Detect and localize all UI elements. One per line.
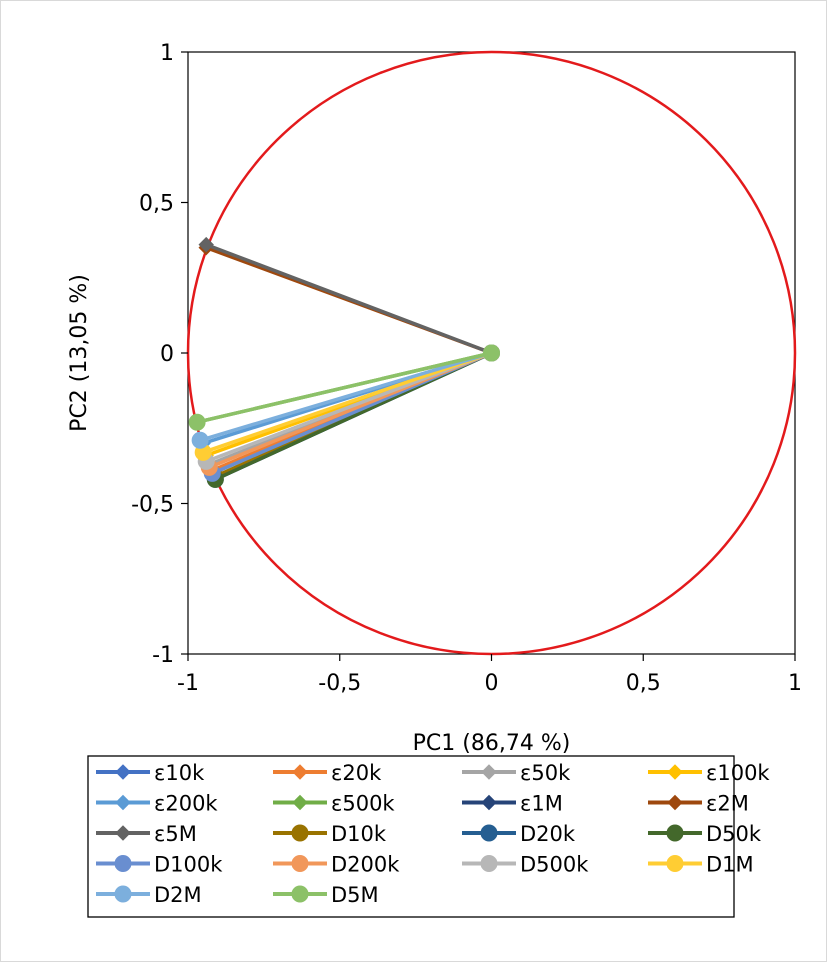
y-tick-label: 1 (160, 41, 174, 66)
x-tick-label: 1 (788, 671, 802, 696)
legend-swatch-marker (480, 855, 498, 872)
y-axis-label: PC2 (13,05 %) (67, 274, 92, 432)
legend-item: ε5M (96, 822, 197, 846)
legend-label: D100k (154, 853, 223, 877)
legend-item: ε10k (96, 761, 205, 785)
legend-swatch-marker (114, 885, 132, 903)
legend-item: D500k (462, 853, 589, 877)
legend-swatch-marker (114, 855, 132, 872)
legend-label: ε100k (706, 761, 770, 785)
x-tick-label: 0 (485, 671, 499, 696)
legend-item: D100k (96, 853, 223, 877)
legend-label: ε2M (706, 792, 749, 816)
legend-label: D500k (520, 853, 589, 877)
legend-item: D2M (96, 883, 202, 907)
x-tick-label: 0,5 (626, 671, 661, 696)
legend-item: ε1M (462, 792, 563, 816)
series-line (202, 351, 493, 454)
axes-layer: -1 -0,5 0 0,5 1 1 0,5 0 -0,5 -1 (131, 41, 802, 696)
legend-label: ε1M (520, 792, 563, 816)
data-point (188, 413, 206, 431)
legend-label: D20k (520, 822, 576, 846)
legend-item: D50k (648, 822, 762, 846)
legend-item: ε200k (96, 792, 218, 816)
legend-item: ε100k (648, 761, 770, 785)
series-line (196, 351, 492, 424)
legend-swatch-marker (115, 825, 131, 841)
legend-item: ε500k (273, 792, 395, 816)
legend-swatch-marker (666, 855, 684, 872)
legend-item: D10k (273, 822, 387, 846)
data-point (483, 344, 500, 362)
legend-label: ε500k (331, 792, 395, 816)
legend-label: ε200k (154, 792, 218, 816)
y-tick-label: -0,5 (131, 493, 174, 518)
legend-swatch-marker (291, 885, 309, 903)
legend-item: D5M (273, 883, 379, 907)
legend-swatch-marker (115, 764, 131, 780)
legend-swatch-marker (292, 764, 308, 780)
y-tick-label: 0 (160, 342, 174, 367)
data-point (198, 236, 214, 253)
legend-item: ε20k (273, 761, 382, 785)
legend-label: ε50k (520, 761, 571, 785)
series-line (199, 351, 493, 442)
legend-item: D1M (648, 853, 754, 877)
legend-swatch-marker (480, 824, 498, 842)
legend-label: D200k (331, 853, 400, 877)
series-ε5M (198, 236, 500, 361)
legend-swatch-marker (666, 824, 684, 842)
legend-swatch-marker (291, 824, 309, 842)
legend-item: ε2M (648, 792, 749, 816)
x-tick-label: -0,5 (318, 671, 361, 696)
legend-label: D1M (706, 853, 754, 877)
legend-label: D10k (331, 822, 387, 846)
legend: ε10k ε20k ε50k ε100k ε200k ε500k ε1M ε2M ε5M D10k… (87, 755, 770, 918)
x-axis-label: PC1 (86,74 %) (413, 731, 571, 756)
legend-label: D2M (154, 883, 202, 907)
series-line (205, 243, 493, 355)
legend-item: D20k (462, 822, 576, 846)
legend-label: D50k (706, 822, 762, 846)
legend-swatch-marker (481, 764, 497, 780)
legend-swatch-marker (481, 794, 497, 811)
y-tick-label: 0,5 (139, 192, 174, 217)
legend-swatch-marker (667, 794, 683, 811)
legend-label: ε10k (154, 761, 205, 785)
legend-swatch-marker (115, 794, 131, 811)
legend-swatch-marker (667, 764, 683, 780)
legend-item: D200k (273, 853, 400, 877)
legend-label: D5M (331, 883, 379, 907)
legend-item: ε50k (462, 761, 571, 785)
legend-swatch-marker (291, 855, 309, 872)
series-D5M (188, 344, 500, 431)
data-point (191, 431, 209, 449)
y-tick-label: -1 (152, 643, 174, 668)
legend-box (87, 755, 735, 918)
legend-label: ε20k (331, 761, 382, 785)
legend-swatch-marker (292, 794, 308, 811)
x-tick-label: -1 (177, 671, 199, 696)
series-layer (188, 236, 500, 488)
legend-label: ε5M (154, 822, 197, 846)
